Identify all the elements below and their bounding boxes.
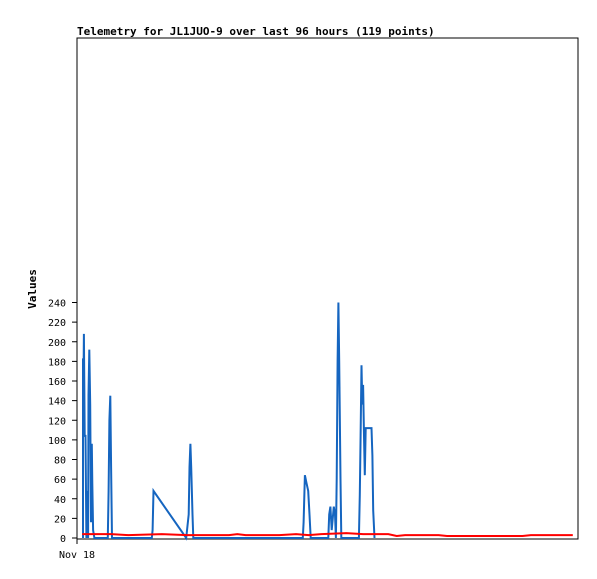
- y-tick-label: 140: [48, 397, 66, 408]
- y-axis: 0 20 40 60 80 100 120 140 160 180 200 220 240: [48, 299, 77, 545]
- x-axis: Nov 18: [59, 539, 95, 561]
- series-line-red: [82, 532, 573, 538]
- y-tick-label: 200: [48, 338, 66, 349]
- y-tick-label: 40: [54, 495, 66, 506]
- series-line-blue: [82, 302, 376, 541]
- plot-frame: [76, 37, 579, 540]
- chart-title: Telemetry for JL1JUO-9 over last 96 hour…: [77, 25, 435, 38]
- y-tick-label: 240: [48, 299, 66, 310]
- y-axis-label: Values: [26, 269, 39, 309]
- y-tick-label: 20: [54, 514, 66, 525]
- y-tick-label: 220: [48, 318, 66, 329]
- y-tick-label: 100: [48, 436, 66, 447]
- y-tick-label: 180: [48, 357, 66, 368]
- y-tick-label: 0: [60, 534, 66, 545]
- series-lines: [82, 302, 573, 541]
- y-tick-label: 120: [48, 416, 66, 427]
- y-tick-label: 160: [48, 377, 66, 388]
- x-tick-label: Nov 18: [59, 550, 95, 561]
- y-tick-label: 60: [54, 475, 66, 486]
- y-tick-label: 80: [54, 456, 66, 467]
